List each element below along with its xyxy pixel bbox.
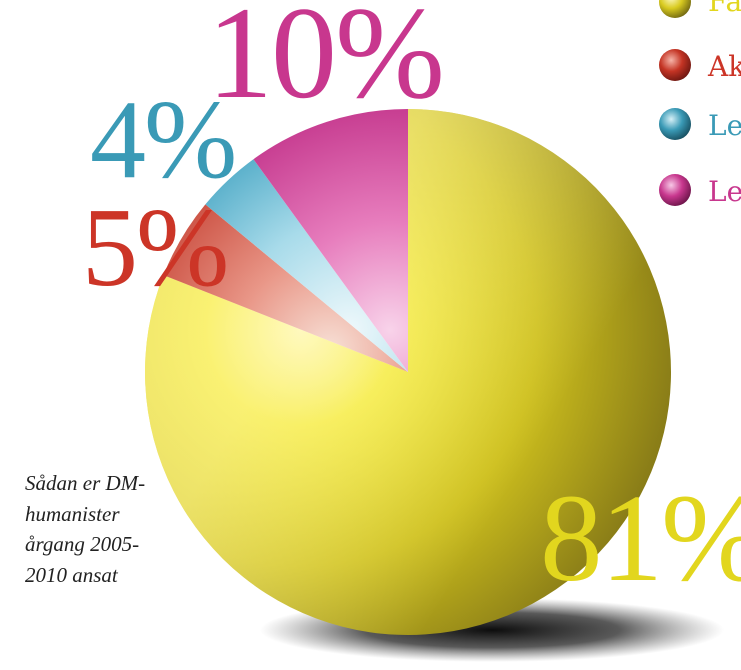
chart-caption: Sådan er DM- humanister årgang 2005- 201… (25, 468, 165, 590)
legend-item-red: Ak (659, 49, 741, 83)
pie-slice-red (163, 204, 408, 372)
pct-label-red: 5% (82, 186, 227, 310)
pie-slice-yellow-sheen (144, 109, 671, 635)
pie-slice-magenta (253, 109, 408, 372)
caption-line: 2010 ansat (25, 562, 118, 587)
pct-label-yellow: 81% (540, 470, 741, 608)
legend-label-magenta: Le (708, 175, 741, 208)
legend-item-magenta: Le (659, 174, 741, 208)
legend: Fa Ak Le Le (659, 0, 741, 208)
legend-item-yellow: Fa (659, 0, 741, 18)
pie-slices (144, 109, 671, 635)
legend-ball-icon-yellow (659, 0, 691, 18)
legend-ball-icon-red (659, 49, 691, 81)
legend-item-blue: Le (659, 108, 741, 142)
caption-line: årgang 2005- (25, 532, 140, 556)
legend-label-blue: Le (708, 109, 741, 142)
pie-slice-blue (205, 159, 408, 372)
caption-line: humanister (25, 501, 120, 526)
legend-ball-icon-blue (659, 108, 691, 140)
legend-label-red: Ak (707, 50, 741, 83)
legend-label-yellow: Fa (708, 0, 741, 18)
caption-line: Sådan er DM- (25, 471, 146, 495)
pct-label-magenta: 10% (207, 0, 443, 126)
legend-ball-icon-magenta (659, 174, 691, 206)
pct-label-blue: 4% (90, 78, 235, 202)
